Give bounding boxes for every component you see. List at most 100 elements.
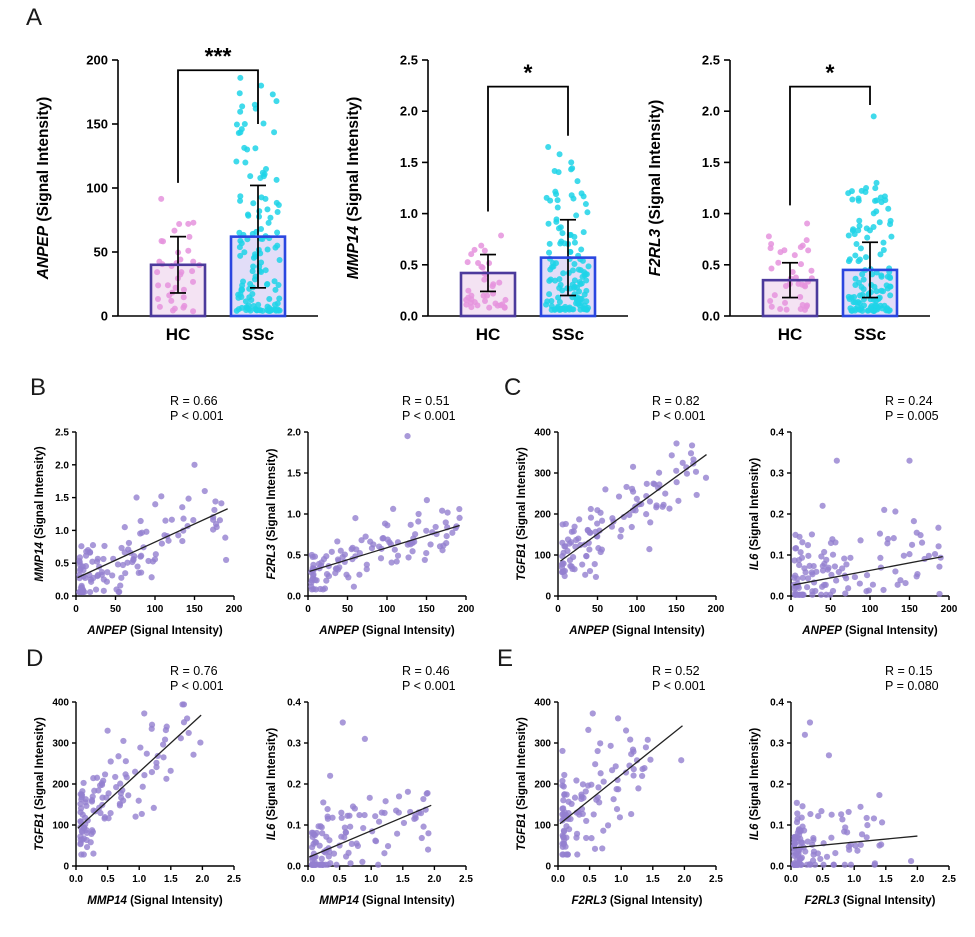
svg-text:200: 200 xyxy=(534,780,551,791)
svg-text:150: 150 xyxy=(186,604,203,615)
svg-text:R = 0.52: R = 0.52 xyxy=(652,664,700,678)
svg-text:0: 0 xyxy=(545,862,551,873)
svg-text:HC: HC xyxy=(166,325,191,344)
svg-text:2.0: 2.0 xyxy=(400,104,418,119)
svg-text:R = 0.24: R = 0.24 xyxy=(885,394,933,408)
svg-text:300: 300 xyxy=(534,739,551,750)
svg-text:SSc: SSc xyxy=(242,325,274,344)
svg-text:R = 0.51: R = 0.51 xyxy=(402,394,450,408)
svg-text:1.5: 1.5 xyxy=(287,469,301,480)
svg-text:100: 100 xyxy=(86,181,108,196)
svg-text:1.0: 1.0 xyxy=(400,206,418,221)
svg-text:2.0: 2.0 xyxy=(195,874,209,885)
chart-svg-e2: 0.0 0.5 1.0 1.5 2.0 2.5 0.0 0.1 0.2 0.3 0.4 R = 0.1… xyxy=(749,664,956,907)
svg-text:2.5: 2.5 xyxy=(942,874,956,885)
svg-text:0.5: 0.5 xyxy=(816,874,830,885)
svg-text:MMP14 (Signal Intensity): MMP14 (Signal Intensity) xyxy=(319,895,455,907)
svg-text:MMP14 (Signal Intensity): MMP14 (Signal Intensity) xyxy=(87,895,223,907)
svg-text:2.0: 2.0 xyxy=(55,460,69,471)
svg-text:0.0: 0.0 xyxy=(551,874,565,885)
svg-text:0.4: 0.4 xyxy=(770,698,784,709)
svg-text:IL6 (Signal Intensity): IL6 (Signal Intensity) xyxy=(266,728,278,841)
svg-text:P = 0.080: P = 0.080 xyxy=(885,679,939,693)
svg-text:100: 100 xyxy=(862,604,879,615)
svg-text:0.5: 0.5 xyxy=(702,257,720,272)
svg-text:0: 0 xyxy=(788,604,794,615)
f2rl3-bar-chart: 0.0 0.5 1.0 1.5 2.0 2.5 HC SSc * F2RL3 (Signal In… xyxy=(640,18,940,375)
svg-text:200: 200 xyxy=(86,53,108,68)
svg-text:1.0: 1.0 xyxy=(702,206,720,221)
svg-text:400: 400 xyxy=(52,698,69,709)
panel-label-c: C xyxy=(504,374,522,401)
svg-text:1.5: 1.5 xyxy=(55,493,69,504)
svg-text:F2RL3 (Signal Intensity): F2RL3 (Signal Intensity) xyxy=(266,448,278,579)
svg-text:R = 0.82: R = 0.82 xyxy=(652,394,700,408)
svg-text:*: * xyxy=(524,60,533,86)
chart-svg-c1: 0 50 100 150 200 0 100 200 300 400 R = 0.82P < 0.0… xyxy=(516,394,725,637)
chart-svg-a3: 0.0 0.5 1.0 1.5 2.0 2.5 HC SSc * F2RL3 (Signal In… xyxy=(647,53,930,344)
panel-label-e: E xyxy=(497,645,514,672)
svg-text:P < 0.001: P < 0.001 xyxy=(170,409,224,423)
svg-text:R = 0.15: R = 0.15 xyxy=(885,664,933,678)
svg-text:100: 100 xyxy=(534,551,551,562)
svg-text:0.3: 0.3 xyxy=(287,739,301,750)
svg-text:0.1: 0.1 xyxy=(770,821,784,832)
svg-text:0: 0 xyxy=(555,604,561,615)
svg-text:F2RL3 (Signal Intensity): F2RL3 (Signal Intensity) xyxy=(647,100,664,277)
svg-text:F2RL3 (Signal Intensity): F2RL3 (Signal Intensity) xyxy=(572,895,703,907)
svg-text:P < 0.001: P < 0.001 xyxy=(402,409,456,423)
panel-label-d: D xyxy=(26,645,44,672)
svg-text:0.0: 0.0 xyxy=(55,592,69,603)
svg-text:1.5: 1.5 xyxy=(646,874,660,885)
svg-text:200: 200 xyxy=(941,604,957,615)
svg-text:P = 0.005: P = 0.005 xyxy=(885,409,939,423)
svg-text:0.2: 0.2 xyxy=(770,780,784,791)
svg-text:P < 0.001: P < 0.001 xyxy=(652,409,706,423)
chart-svg-a1: 0 50 100 150 200 HC SSc *** ANPEP (Signal Intens… xyxy=(35,43,318,344)
svg-text:2.0: 2.0 xyxy=(702,104,720,119)
svg-text:0.5: 0.5 xyxy=(333,874,347,885)
mmp14-vs-anpep-scatter: 0 50 100 150 200 0.0 0.5 1.0 1.5 2.0 2.5 R = 0.66 P … xyxy=(30,392,243,655)
panel-label-a: A xyxy=(26,4,43,31)
svg-text:R = 0.46: R = 0.46 xyxy=(402,664,450,678)
svg-text:2.5: 2.5 xyxy=(709,874,723,885)
svg-text:P < 0.001: P < 0.001 xyxy=(402,679,456,693)
svg-text:1.5: 1.5 xyxy=(400,155,418,170)
svg-text:HC: HC xyxy=(476,325,501,344)
svg-text:100: 100 xyxy=(379,604,396,615)
chart-svg-c2: 0 50 100 150 200 0.0 0.1 0.2 0.3 0.4 R = 0.24P = 0… xyxy=(749,394,958,637)
svg-text:0.1: 0.1 xyxy=(287,821,301,832)
svg-text:0: 0 xyxy=(305,604,311,615)
svg-text:0.0: 0.0 xyxy=(69,874,83,885)
svg-text:2.0: 2.0 xyxy=(287,428,301,439)
svg-text:100: 100 xyxy=(52,821,69,832)
svg-text:IL6 (Signal Intensity): IL6 (Signal Intensity) xyxy=(749,458,761,571)
svg-text:0.3: 0.3 xyxy=(770,739,784,750)
svg-text:P < 0.001: P < 0.001 xyxy=(170,679,224,693)
svg-text:0: 0 xyxy=(73,604,79,615)
svg-text:ANPEP (Signal Intensity): ANPEP (Signal Intensity) xyxy=(568,625,705,637)
svg-text:0.1: 0.1 xyxy=(770,551,784,562)
il6-vs-f2rl3-scatter: 0.0 0.5 1.0 1.5 2.0 2.5 0.0 0.1 0.2 0.3 0.4 R = 0.1… xyxy=(745,662,957,925)
svg-text:0.5: 0.5 xyxy=(400,257,418,272)
svg-text:0.0: 0.0 xyxy=(770,862,784,873)
svg-text:200: 200 xyxy=(708,604,724,615)
svg-text:2.5: 2.5 xyxy=(459,874,473,885)
svg-text:*: * xyxy=(826,60,835,86)
svg-text:50: 50 xyxy=(825,604,837,615)
f2rl3-vs-anpep-scatter: 0 50 100 150 200 0.0 0.5 1.0 1.5 2.0 R = 0.51 P < 0… xyxy=(262,392,475,655)
svg-text:2.0: 2.0 xyxy=(910,874,924,885)
tgfb1-vs-f2rl3-scatter: 0.0 0.5 1.0 1.5 2.0 2.5 0 100 200 300 400 R = 0.52 P… xyxy=(512,662,724,925)
svg-text:100: 100 xyxy=(534,821,551,832)
svg-text:150: 150 xyxy=(86,117,108,132)
svg-text:F2RL3 (Signal Intensity): F2RL3 (Signal Intensity) xyxy=(805,895,936,907)
svg-text:400: 400 xyxy=(534,428,551,439)
svg-text:***: *** xyxy=(205,43,232,69)
chart-svg-b1: 0 50 100 150 200 0.0 0.5 1.0 1.5 2.0 2.5 R = 0.66P … xyxy=(34,394,243,637)
svg-text:0.5: 0.5 xyxy=(583,874,597,885)
svg-text:0: 0 xyxy=(101,309,108,324)
svg-text:200: 200 xyxy=(534,510,551,521)
svg-text:1.0: 1.0 xyxy=(287,510,301,521)
svg-text:0.0: 0.0 xyxy=(301,874,315,885)
